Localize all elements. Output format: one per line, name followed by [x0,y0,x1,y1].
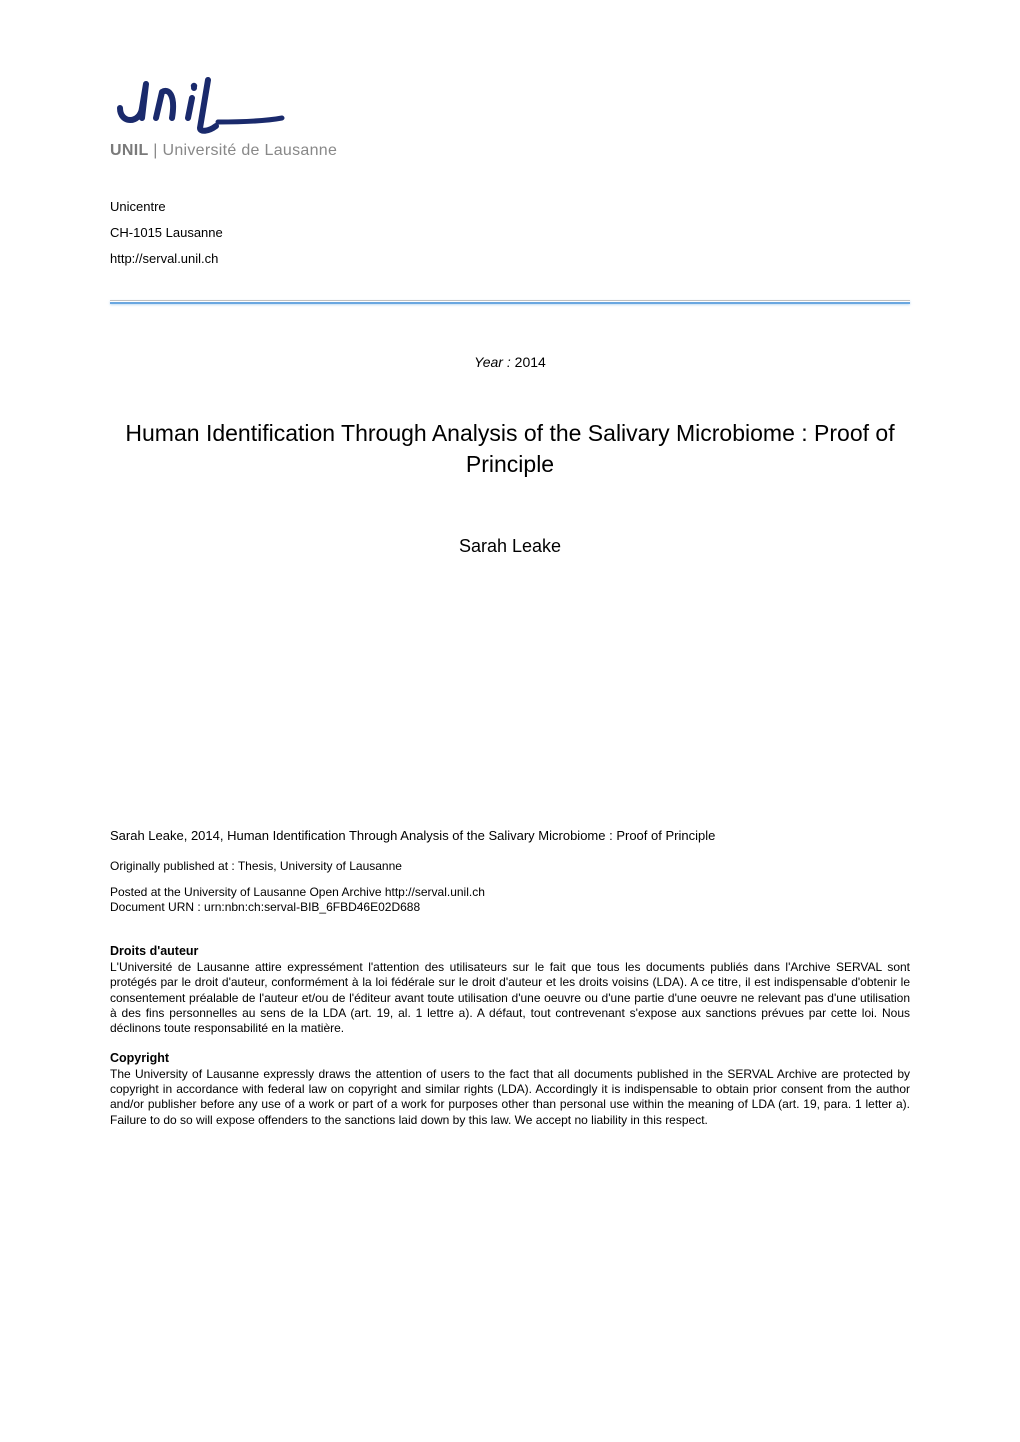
droits-block: Droits d'auteur L'Université de Lausanne… [110,944,910,1037]
logo-tagline-rest: | Université de Lausanne [149,142,338,159]
originally-published: Originally published at : Thesis, Univer… [110,859,910,873]
copyright-heading: Copyright [110,1051,910,1065]
year-label: Year : [474,354,511,370]
archive-block: Posted at the University of Lausanne Ope… [110,885,910,916]
separator-rule [110,300,910,304]
year-value: 2014 [511,354,546,370]
logo-block: UNIL | Université de Lausanne [110,70,910,160]
unil-script-logo [110,70,290,140]
document-title: Human Identification Through Analysis of… [110,418,910,480]
author-name: Sarah Leake [110,536,910,557]
meta-line-address: CH-1015 Lausanne [110,220,910,246]
meta-line-url: http://serval.unil.ch [110,246,910,272]
logo-tagline: UNIL | Université de Lausanne [110,142,910,160]
citation-text: Sarah Leake, 2014, Human Identification … [110,827,910,845]
archive-line-posted: Posted at the University of Lausanne Ope… [110,885,910,901]
year-line: Year : 2014 [110,354,910,370]
copyright-body: The University of Lausanne expressly dra… [110,1067,910,1128]
copyright-block: Copyright The University of Lausanne exp… [110,1051,910,1128]
page-root: UNIL | Université de Lausanne Unicentre … [0,0,1020,1442]
logo-tagline-bold: UNIL [110,142,149,159]
meta-line-unicentre: Unicentre [110,194,910,220]
droits-body: L'Université de Lausanne attire expressé… [110,960,910,1037]
droits-heading: Droits d'auteur [110,944,910,958]
archive-line-urn: Document URN : urn:nbn:ch:serval-BIB_6FB… [110,900,910,916]
meta-block: Unicentre CH-1015 Lausanne http://serval… [110,194,910,272]
